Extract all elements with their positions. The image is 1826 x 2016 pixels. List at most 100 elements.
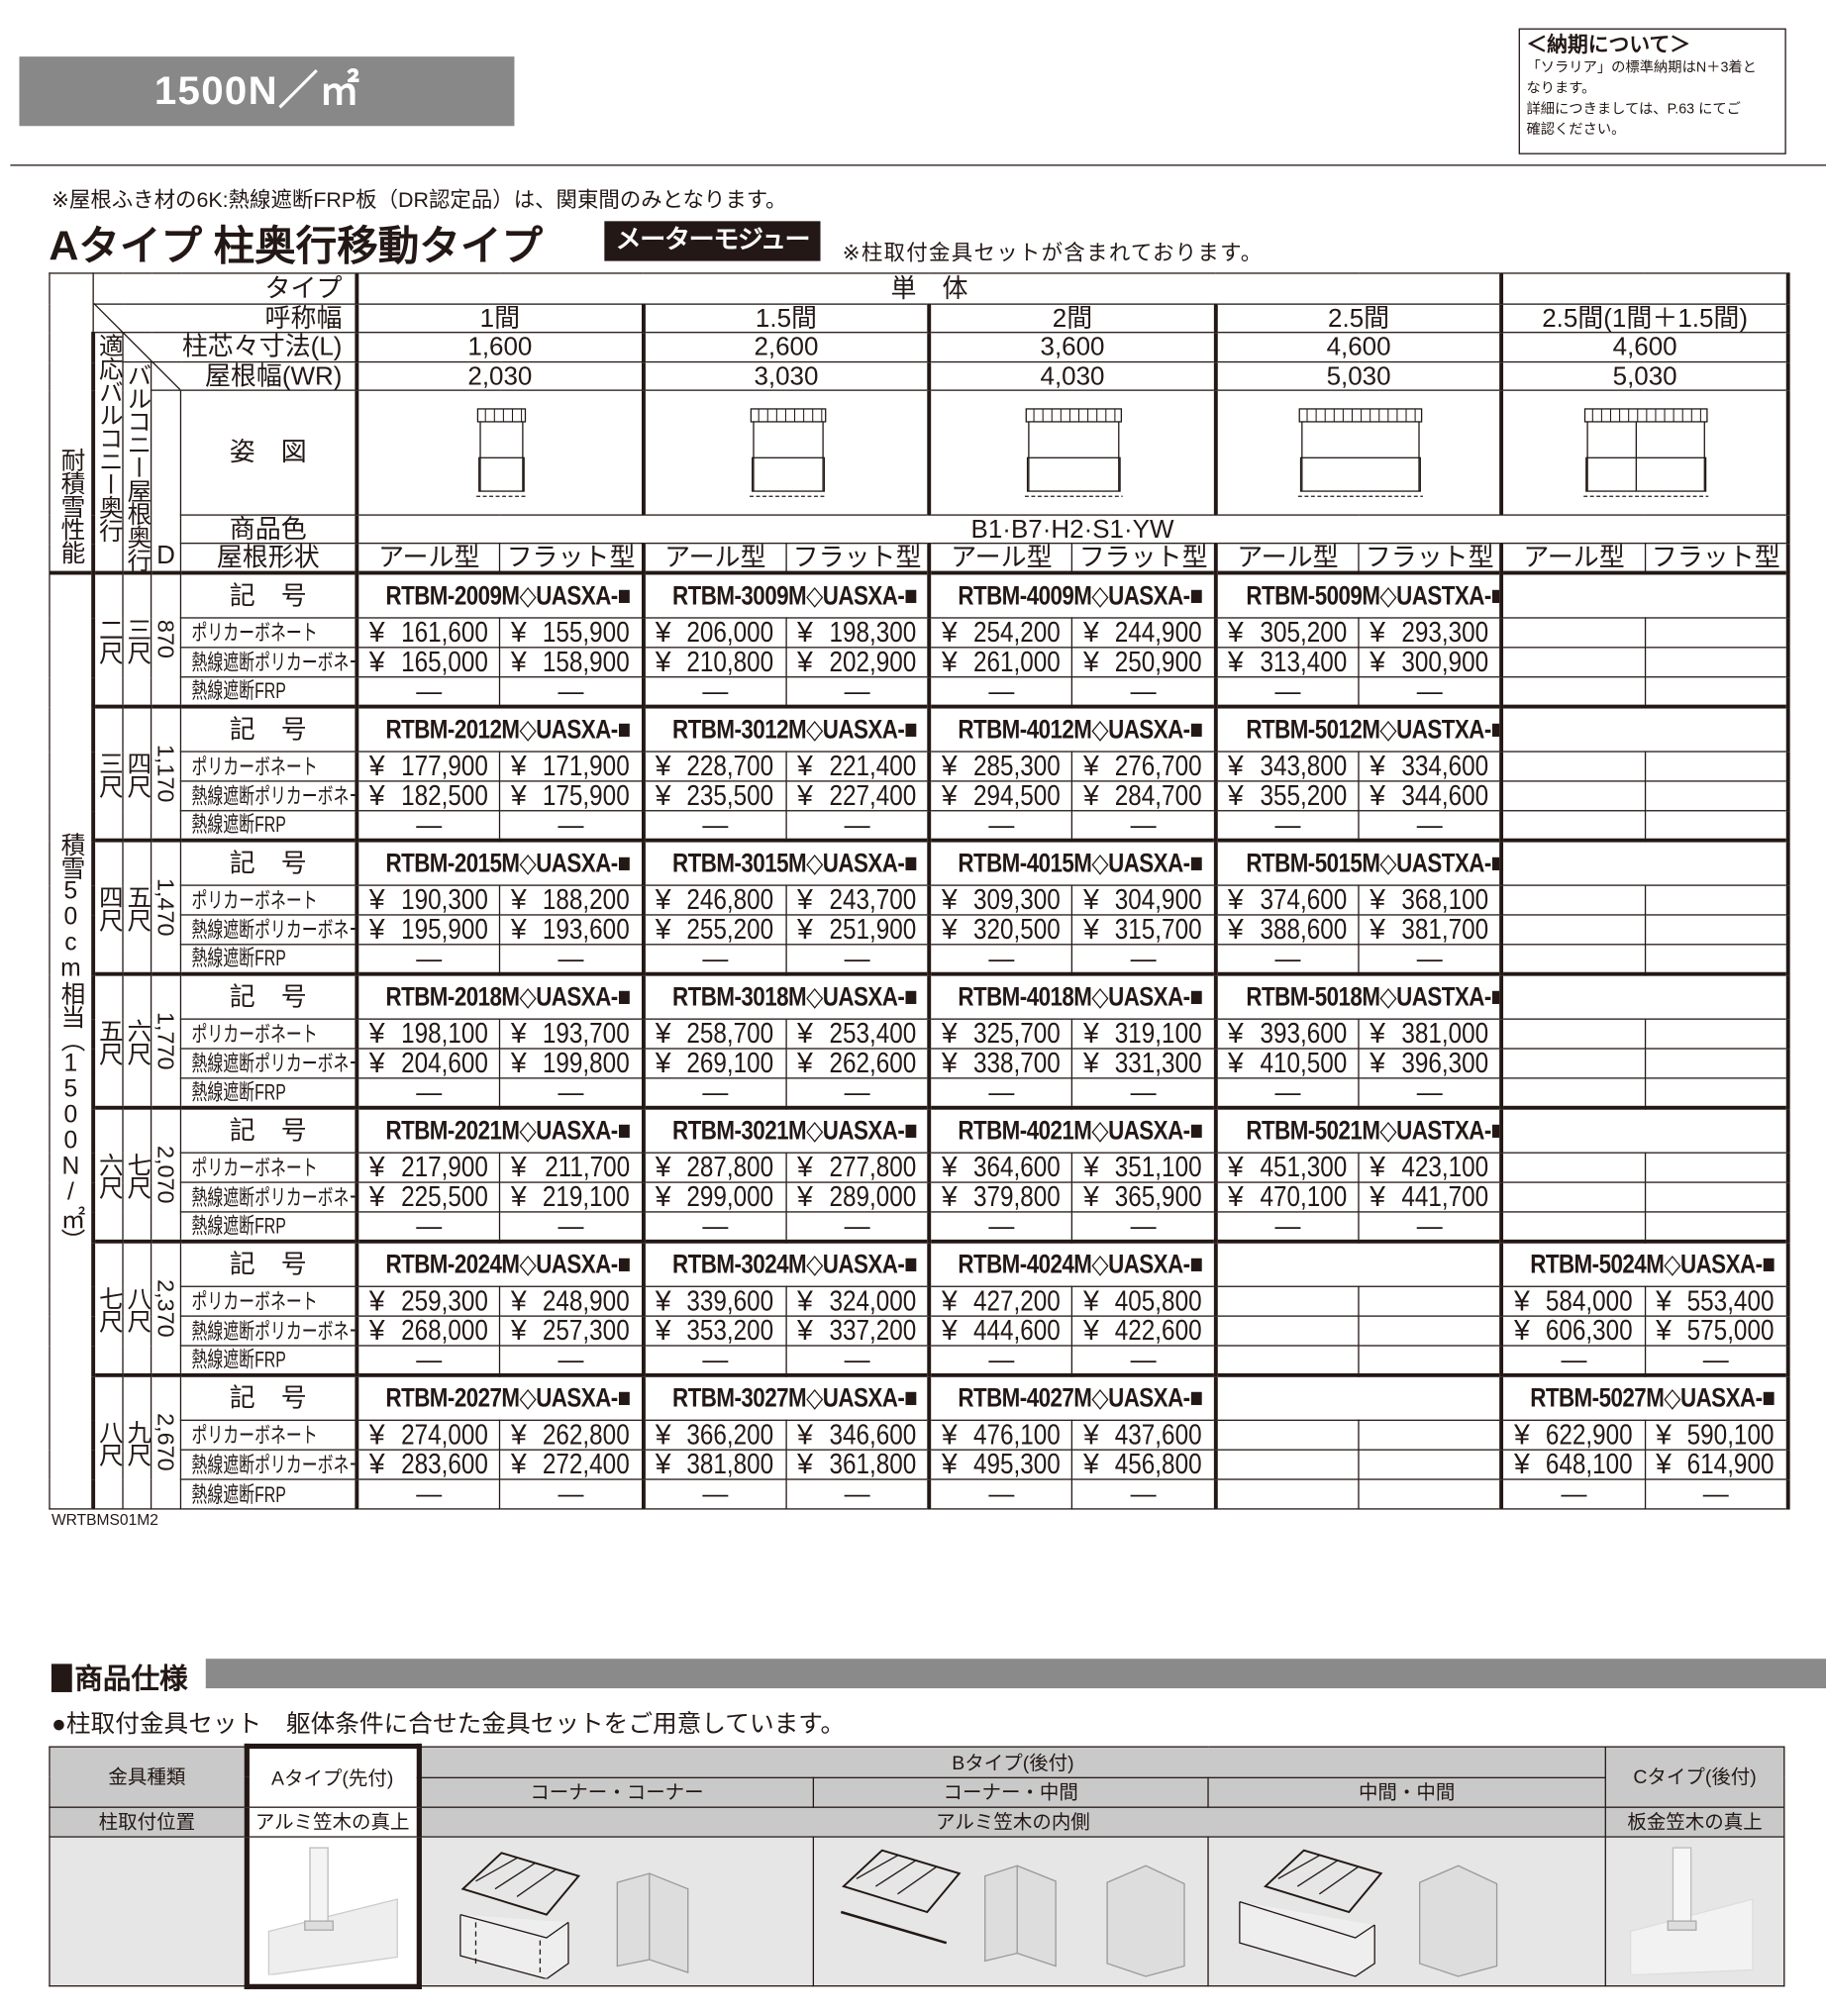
square-bullet-icon [51,1663,72,1692]
price: ¥365,900 [1073,1183,1213,1210]
not-available-dash: — [1702,1345,1729,1374]
table-row: 屋根形状 アール型 フラット型 アール型 フラット型 アール型 フラット型 アール型 フラット型… [50,543,1790,574]
price: ¥584,000 [1506,1288,1644,1315]
type-b-middle-middle: 中間・中間 [1207,1776,1606,1808]
material-label-text: 熱線遮断FRP [191,1213,286,1239]
price: ¥272,400 [501,1451,641,1477]
price: ¥199,800 [501,1049,641,1078]
price-cell: ¥254,200 [927,617,1073,649]
not-available-dash: — [988,810,1015,840]
price: ¥451,300 [1219,1154,1357,1180]
material-label-text: 熱線遮断FRP [191,1481,286,1507]
price: ¥284,700 [1073,782,1213,809]
dimension-d-text: 1,770 [152,1011,179,1070]
dimension-d-text: 2,370 [152,1279,179,1338]
currency-sign: ¥ [1083,1153,1099,1183]
currency-sign: ¥ [1083,647,1099,677]
label-code: 記 号 [179,1105,358,1154]
roof-depth: 五尺 [122,838,152,975]
price-cell: ¥648,100 [1499,1449,1646,1480]
price-cell: — [499,810,645,842]
price-cell: ¥199,800 [499,1048,645,1079]
table-row: 八尺 九尺 2,670 記 号 RTBM-2027M◇UASXA-■ RTBM-3027M… [50,1372,1790,1510]
price-cell [1644,810,1790,842]
price: ¥361,800 [787,1451,927,1477]
table-row: 熱線遮断FRP — — — — — — — — [50,810,1790,842]
price-value: 199,800 [542,1049,630,1078]
roof-shape-flat: フラット型 [1071,543,1217,574]
material-label-text: 熱線遮断ポリカーボネート [191,1051,355,1076]
currency-sign: ¥ [1227,780,1244,811]
middle-middle-image [1207,1835,1606,1987]
material-label-text: 熱線遮断ポリカーボネート [191,1318,355,1344]
price-cell: ¥206,000 [641,617,787,649]
price: ¥175,900 [501,782,641,809]
price-value: 177,900 [400,752,488,781]
currency-sign: ¥ [1083,1420,1099,1451]
post-on-sheet-coping-illustration [1629,1847,1754,1976]
price-cell: ¥198,100 [355,1018,501,1050]
product-code-cell: RTBM-4021M◇UASXA-■ [927,1105,1217,1154]
table-row: 六尺 七尺 2,070 記 号 RTBM-2021M◇UASXA-■ RTBM-3021M… [50,1105,1790,1243]
price: ¥346,600 [787,1422,927,1449]
currency-sign: ¥ [1227,647,1244,677]
currency-sign: ¥ [1656,1420,1673,1451]
price-cell: ¥244,900 [1071,617,1217,649]
material-label: 熱線遮断ポリカーボネート [179,1315,358,1347]
currency-sign: ¥ [655,752,671,781]
price-cell: ¥190,300 [355,884,501,916]
price-cell: — [1358,1077,1503,1109]
currency-sign: ¥ [510,1182,527,1212]
price-cell: — [1213,676,1360,708]
currency-sign: ¥ [941,885,958,915]
not-available-dash: — [1130,1345,1157,1374]
not-available-dash: — [1416,1211,1443,1241]
currency-sign: ¥ [1370,914,1386,945]
not-available-dash: — [988,1211,1015,1241]
width-name-1: 1.5間 [641,303,931,334]
table-row: 熱線遮断FRP — — — — — — — — [50,944,1790,975]
currency-sign: ¥ [1513,1420,1530,1451]
currency-sign: ¥ [655,1316,671,1346]
roof-shape-flat: フラット型 [1644,543,1790,574]
not-available-dash: — [702,1479,729,1509]
price: ¥210,800 [647,649,784,675]
not-available-dash: — [558,1479,584,1509]
price: ¥225,500 [360,1183,498,1210]
product-code-cell: RTBM-2009M◇UASXA-■ [355,570,645,619]
price-cell [1644,914,1790,946]
currency-sign: ¥ [655,617,671,648]
price-cell: ¥381,000 [1358,1018,1503,1050]
price-cell: ¥182,500 [355,780,501,812]
price: ¥198,300 [787,619,927,646]
product-code: RTBM-4015M◇UASXA-■ [958,849,1204,878]
post-on-coping-illustration [254,1840,410,1975]
material-label: 熱線遮断FRP [179,944,358,975]
not-available-dash: — [416,1479,443,1509]
price: ¥344,600 [1360,782,1499,809]
price: ¥366,200 [647,1420,784,1451]
not-available-dash: — [1130,1479,1157,1509]
currency-sign: ¥ [1370,647,1386,677]
balcony-depth-text: 三尺 [95,750,123,797]
price-value: 158,900 [542,647,630,677]
price-value: 366,200 [686,1420,774,1451]
not-available-dash: — [416,1077,443,1107]
currency-sign: ¥ [1083,617,1099,648]
price-value: 289,000 [829,1182,916,1212]
currency-sign: ¥ [368,1316,385,1346]
material-label-text: ポリカーボネート [191,1021,318,1047]
product-code-cell: RTBM-2012M◇UASXA-■ [355,704,645,753]
material-label: 熱線遮断ポリカーボネート [179,914,358,946]
price: ¥283,600 [360,1451,498,1477]
currency-sign: ¥ [1083,1049,1099,1078]
price-cell: ¥374,600 [1213,884,1360,916]
price-cell: ¥227,400 [785,780,931,812]
currency-sign: ¥ [510,752,527,781]
price-value: 338,700 [972,1049,1061,1078]
roof-shape-flat: フラット型 [1358,543,1503,574]
price-cell: — [1358,676,1503,708]
price-value: 304,900 [1115,885,1202,915]
roof-width-0: 2,030 [355,360,645,391]
not-available-dash: — [1130,676,1157,706]
